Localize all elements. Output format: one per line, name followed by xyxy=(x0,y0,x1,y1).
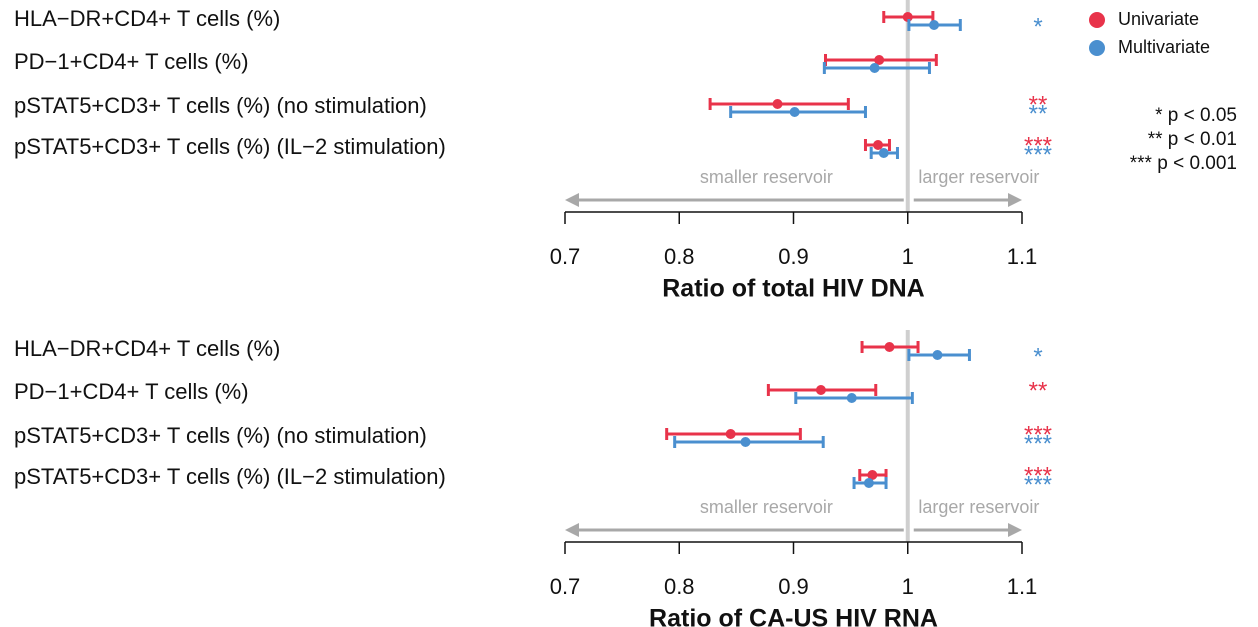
category-label: HLA−DR+CD4+ T cells (%) xyxy=(14,6,280,31)
category-label: PD−1+CD4+ T cells (%) xyxy=(14,49,249,74)
x-tick-label: 0.7 xyxy=(550,574,581,599)
significance-stars: * xyxy=(1033,13,1042,40)
significance-legend: ** p < 0.01 xyxy=(1148,129,1237,150)
category-label: HLA−DR+CD4+ T cells (%) xyxy=(14,336,280,361)
point xyxy=(772,99,783,109)
significance-stars: *** xyxy=(1024,421,1052,448)
point xyxy=(725,429,736,439)
legend-label: Multivariate xyxy=(1118,37,1210,57)
point xyxy=(867,470,878,480)
significance-stars: *** xyxy=(1024,132,1052,159)
x-tick-label: 1.1 xyxy=(1007,574,1038,599)
annotation: smaller reservoir xyxy=(700,167,833,187)
point xyxy=(874,55,885,65)
arrow-head xyxy=(1008,523,1022,537)
x-tick-label: 0.9 xyxy=(778,244,809,269)
arrow-head xyxy=(565,523,579,537)
point xyxy=(869,63,880,73)
annotation: larger reservoir xyxy=(918,497,1039,517)
significance-stars: * xyxy=(1033,343,1042,370)
point xyxy=(873,140,884,150)
point xyxy=(846,393,857,403)
category-label: pSTAT5+CD3+ T cells (%) (IL−2 stimulatio… xyxy=(14,134,446,159)
point xyxy=(932,350,943,360)
x-tick-label: 1 xyxy=(902,574,914,599)
point xyxy=(884,342,895,352)
significance-legend: *** p < 0.001 xyxy=(1130,153,1237,174)
point xyxy=(815,385,826,395)
significance-stars: *** xyxy=(1024,471,1052,498)
x-tick-label: 0.7 xyxy=(550,244,581,269)
significance-stars: *** xyxy=(1024,430,1052,457)
legend-marker xyxy=(1089,40,1105,56)
significance-stars: *** xyxy=(1024,141,1052,168)
point xyxy=(878,148,889,158)
significance-stars: ** xyxy=(1029,100,1048,127)
significance-stars: *** xyxy=(1024,462,1052,489)
x-axis-title: Ratio of total HIV DNA xyxy=(662,275,925,303)
x-tick-label: 0.8 xyxy=(664,244,695,269)
x-tick-label: 0.9 xyxy=(778,574,809,599)
point xyxy=(740,437,751,447)
x-tick-label: 1.1 xyxy=(1007,244,1038,269)
arrow-head xyxy=(1008,193,1022,207)
category-label: PD−1+CD4+ T cells (%) xyxy=(14,379,249,404)
point xyxy=(789,107,800,117)
category-label: pSTAT5+CD3+ T cells (%) (no stimulation) xyxy=(14,93,427,118)
annotation: larger reservoir xyxy=(918,167,1039,187)
x-tick-label: 0.8 xyxy=(664,574,695,599)
significance-legend: * p < 0.05 xyxy=(1155,105,1237,126)
significance-stars: ** xyxy=(1029,377,1048,404)
significance-stars: ** xyxy=(1029,91,1048,118)
x-tick-label: 1 xyxy=(902,244,914,269)
category-label: pSTAT5+CD3+ T cells (%) (no stimulation) xyxy=(14,423,427,448)
point xyxy=(863,478,874,488)
legend-marker xyxy=(1089,12,1105,28)
category-label: pSTAT5+CD3+ T cells (%) (IL−2 stimulatio… xyxy=(14,464,446,489)
legend-label: Univariate xyxy=(1118,9,1199,29)
arrow-head xyxy=(565,193,579,207)
point xyxy=(929,20,940,30)
x-axis-title: Ratio of CA-US HIV RNA xyxy=(649,605,938,627)
annotation: smaller reservoir xyxy=(700,497,833,517)
